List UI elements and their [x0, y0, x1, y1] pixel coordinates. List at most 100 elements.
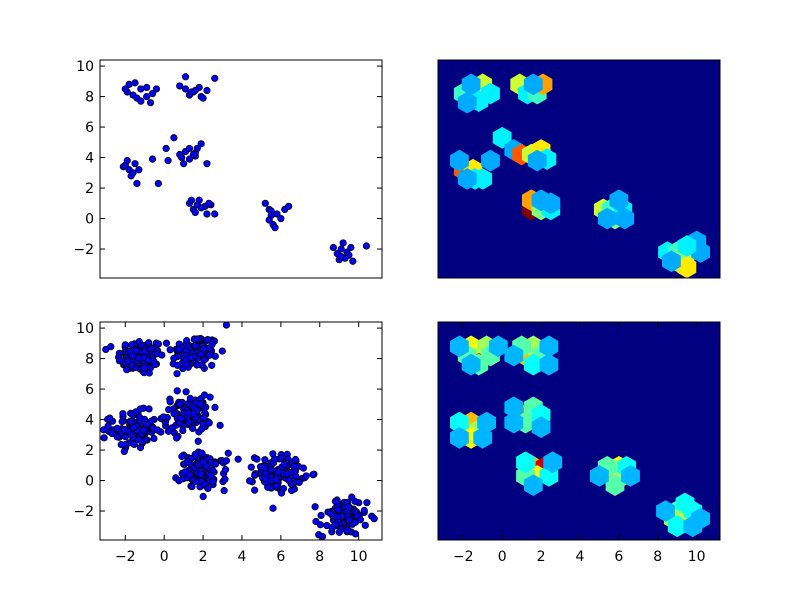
- scatter-point: [135, 436, 143, 444]
- x-tick-label: −2: [115, 549, 136, 565]
- scatter-point: [186, 471, 194, 479]
- hexbin-cell: [667, 515, 687, 538]
- x-tick-label: 4: [238, 549, 247, 565]
- plot-area: [438, 322, 720, 540]
- scatter-point: [181, 73, 190, 81]
- scatter-point: [277, 214, 285, 223]
- hexbin-cell: [539, 335, 559, 358]
- hexbin-cell: [531, 416, 551, 438]
- scatter-point: [224, 449, 232, 457]
- scatter-point: [108, 429, 116, 437]
- y-tick-label: −2: [73, 242, 94, 258]
- scatter-point: [100, 434, 108, 442]
- scatter-point: [185, 418, 193, 427]
- y-tick-label: 4: [85, 413, 94, 429]
- scatter-point: [146, 99, 155, 107]
- scatter-point: [185, 155, 194, 163]
- scatter-point: [348, 493, 356, 501]
- scatter-point: [208, 340, 216, 349]
- hexbin-cell: [677, 256, 697, 278]
- scatter-point: [183, 458, 191, 466]
- scatter-point: [211, 460, 220, 468]
- scatter-point: [168, 424, 177, 432]
- scatter-point: [148, 155, 157, 163]
- scatter-point: [253, 455, 261, 463]
- hexbin-cell: [504, 411, 524, 434]
- scatter-point: [115, 357, 124, 365]
- scatter-point: [145, 339, 153, 347]
- scatter-point: [102, 345, 110, 354]
- scatter-point: [123, 366, 131, 374]
- scatter-point: [131, 160, 139, 168]
- subplot-grid: −2 0 2 4 6 8 10 −2 0 2 4 6 8 10 −2 0 2 4 6 8 10 −2 0 2 4 6 8 10: [73, 59, 721, 565]
- scatter-point: [356, 516, 365, 524]
- plot-area: [119, 73, 371, 265]
- scatter-point: [143, 83, 151, 92]
- scatter-point: [121, 85, 129, 93]
- scatter-point: [185, 144, 194, 153]
- hexbin-cell: [691, 507, 710, 530]
- hexbin-cell: [609, 189, 629, 212]
- scatter-point: [280, 460, 288, 469]
- scatter-point: [261, 199, 269, 207]
- scatter-point: [148, 89, 157, 98]
- scatter-point: [326, 509, 335, 517]
- scatter-point: [149, 357, 158, 365]
- scatter-point: [150, 434, 158, 443]
- scatter-point: [140, 426, 148, 434]
- scatter-point: [175, 345, 183, 353]
- scatter-point: [331, 497, 340, 505]
- scatter-point: [162, 339, 171, 347]
- subplot-bottom-left: −2 0 2 4 6 8 10 −2 0 2 4 6 8 10: [73, 321, 383, 565]
- scatter-point: [205, 351, 214, 359]
- scatter-point: [193, 201, 201, 209]
- scatter-point: [362, 242, 371, 250]
- scatter-point: [154, 179, 162, 188]
- scatter-point: [186, 394, 194, 402]
- scatter-point: [337, 245, 345, 253]
- subplot-bottom-right: −2 0 2 4 6 8 10: [437, 321, 721, 565]
- scatter-point: [113, 433, 121, 441]
- scatter-point: [159, 413, 167, 421]
- hexbin-cell: [473, 427, 493, 449]
- scatter-point: [344, 503, 352, 511]
- scatter-point: [145, 369, 153, 377]
- scatter-point: [200, 391, 209, 399]
- scatter-point: [335, 528, 343, 536]
- x-tick-label: 2: [199, 549, 208, 565]
- scatter-point: [290, 462, 298, 470]
- scatter-point: [198, 425, 206, 433]
- y-tick-label: 0: [85, 212, 94, 228]
- hexbin-cell: [457, 91, 477, 114]
- scatter-point: [251, 471, 259, 479]
- scatter-point: [343, 526, 351, 534]
- hexbin-cell: [605, 474, 625, 496]
- scatter-point: [272, 475, 280, 484]
- scatter-point: [170, 354, 178, 362]
- scatter-point: [261, 456, 269, 464]
- scatter-point: [137, 85, 145, 93]
- scatter-point: [179, 426, 187, 435]
- scatter-point: [222, 322, 231, 329]
- scatter-point: [269, 504, 277, 512]
- scatter-point: [363, 499, 371, 507]
- scatter-point: [207, 471, 215, 479]
- scatter-point: [130, 423, 138, 432]
- scatter-point: [180, 160, 188, 168]
- scatter-point: [130, 440, 138, 449]
- scatter-point: [191, 208, 199, 217]
- axes-frame: [99, 59, 383, 279]
- hexbin-cell: [488, 335, 508, 358]
- scatter-point: [211, 352, 219, 360]
- scatter-point: [120, 425, 129, 434]
- scatter-point: [124, 357, 132, 365]
- scatter-point: [234, 455, 242, 463]
- scatter-point: [361, 521, 369, 529]
- scatter-point: [164, 157, 172, 165]
- y-tick-label: 0: [85, 474, 94, 490]
- scatter-point: [189, 150, 197, 159]
- hexbin-cell: [504, 396, 524, 419]
- scatter-point: [162, 144, 170, 153]
- scatter-point: [199, 94, 207, 102]
